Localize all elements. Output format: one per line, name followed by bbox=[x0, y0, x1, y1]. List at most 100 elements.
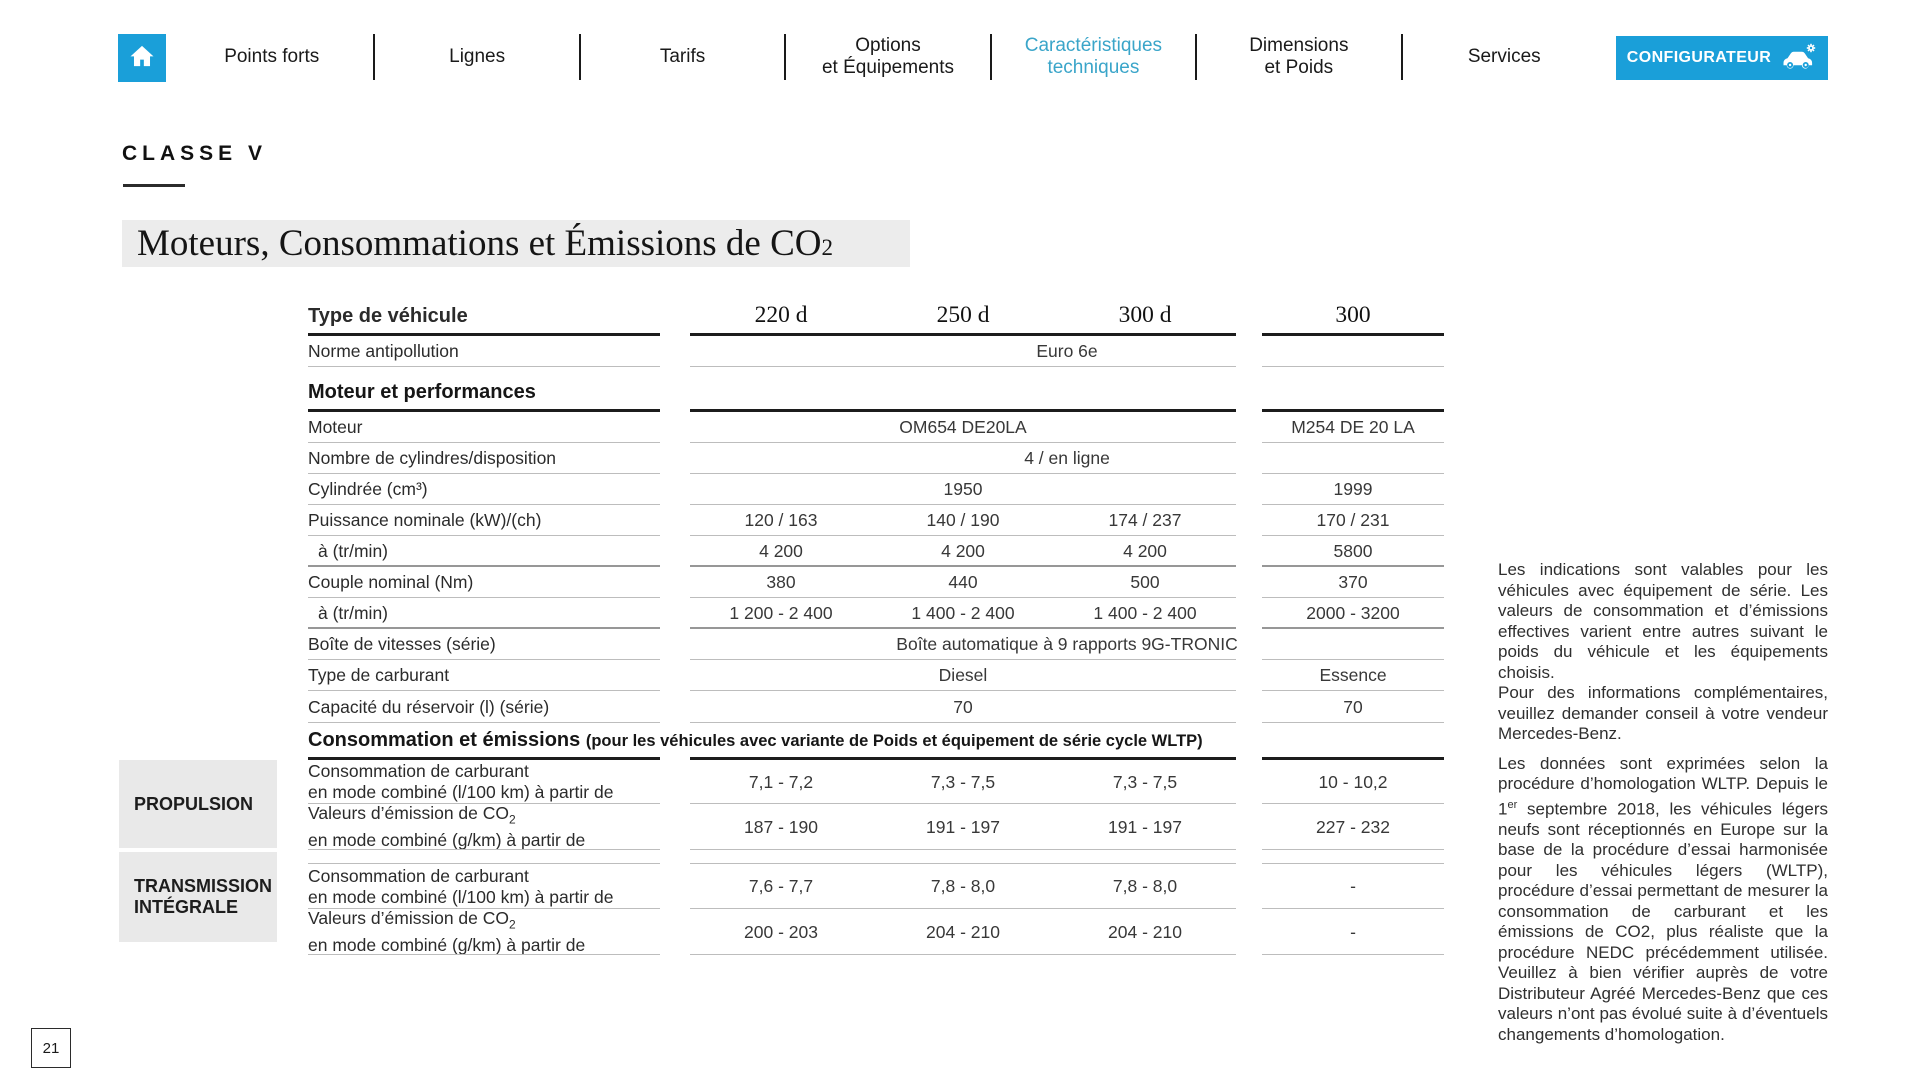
row-value: 120 / 163 bbox=[744, 510, 818, 530]
row-divider bbox=[1262, 863, 1444, 864]
row-value: - bbox=[1350, 921, 1356, 942]
row-value: 227 - 232 bbox=[1316, 816, 1390, 837]
table-row-propulsion-co2: Valeurs d’émission de CO2 en mode combiné… bbox=[308, 803, 1444, 850]
row-divider bbox=[1262, 803, 1444, 804]
row-value-petrol: 70 bbox=[1343, 696, 1363, 717]
table-row-couple: Couple nominal (Nm) 380 440 500 370 bbox=[308, 567, 1444, 598]
home-button[interactable] bbox=[118, 34, 166, 82]
disclaimer-paragraph: Les indications sont valables pour les v… bbox=[1498, 560, 1828, 682]
row-label: Cylindrée (cm³) bbox=[308, 479, 428, 499]
row-label: Valeurs d’émission de CO2 en mode combiné… bbox=[308, 907, 586, 956]
table-row-reservoir: Capacité du réservoir (l) (série) 70 70 bbox=[308, 691, 1444, 723]
nav-label: techniques bbox=[1047, 57, 1140, 78]
table-row-norme: Norme antipollution Euro 6e bbox=[308, 336, 1444, 367]
row-divider bbox=[1262, 535, 1444, 536]
row-label: Nombre de cylindres/disposition bbox=[308, 448, 557, 468]
disclaimer-paragraph: Les données sont exprimées selon la proc… bbox=[1498, 753, 1828, 1044]
row-divider bbox=[308, 908, 660, 909]
row-divider bbox=[690, 627, 1236, 629]
row-divider bbox=[690, 863, 1236, 864]
row-label: Boîte de vitesses (série) bbox=[308, 634, 496, 654]
row-divider bbox=[1262, 504, 1444, 505]
table-row-integrale-co2: Valeurs d’émission de CO2 en mode combiné… bbox=[308, 907, 1444, 956]
row-value: 204 - 210 bbox=[926, 921, 1000, 942]
row-divider bbox=[1262, 908, 1444, 909]
row-value: 2000 - 3200 bbox=[1306, 603, 1400, 623]
column-header-type: Type de véhicule bbox=[308, 305, 468, 327]
table-row-cylindree: Cylindrée (cm³) 1950 1999 bbox=[308, 474, 1444, 505]
configurator-button[interactable]: CONFIGURATEUR bbox=[1616, 36, 1828, 80]
row-label: Consommation de carburant en mode combiné… bbox=[308, 865, 614, 907]
row-divider bbox=[690, 565, 1236, 567]
row-divider bbox=[690, 535, 1236, 536]
row-divider bbox=[308, 954, 660, 955]
row-value: 140 / 190 bbox=[926, 510, 1000, 530]
row-divider bbox=[308, 366, 660, 367]
row-divider bbox=[1262, 627, 1444, 629]
row-value-petrol: 1999 bbox=[1333, 479, 1373, 499]
row-divider bbox=[308, 333, 660, 336]
row-label: Couple nominal (Nm) bbox=[308, 572, 474, 592]
row-divider bbox=[1262, 690, 1444, 691]
row-value: 204 - 210 bbox=[1108, 921, 1182, 942]
section-divider bbox=[1262, 757, 1444, 760]
row-value: Euro 6e bbox=[1036, 341, 1098, 361]
nav-item-dimensions-poids[interactable]: Dimensions et Poids bbox=[1197, 35, 1400, 79]
row-value: 7,8 - 8,0 bbox=[930, 876, 996, 896]
legal-disclaimer: Les indications sont valables pour les v… bbox=[1498, 560, 1828, 1045]
nav-item-tarifs[interactable]: Tarifs bbox=[581, 46, 784, 68]
row-value-diesel: Diesel bbox=[938, 665, 988, 685]
nav-item-services[interactable]: Services bbox=[1403, 46, 1606, 68]
row-value: 1 200 - 2 400 bbox=[729, 603, 833, 623]
row-divider bbox=[308, 504, 660, 505]
row-value: 191 - 197 bbox=[926, 816, 1000, 837]
table-row-boite: Boîte de vitesses (série) Boîte automati… bbox=[308, 629, 1444, 660]
row-divider bbox=[308, 659, 660, 660]
co2-subscript: 2 bbox=[509, 917, 516, 932]
nav-item-options-equipements[interactable]: Options et Équipements bbox=[786, 35, 989, 79]
ordinal-superscript: er bbox=[1507, 798, 1518, 811]
row-value: 7,3 - 7,5 bbox=[930, 771, 996, 792]
row-divider bbox=[690, 803, 1236, 804]
row-divider bbox=[308, 535, 660, 536]
configurator-label: CONFIGURATEUR bbox=[1626, 49, 1772, 66]
row-divider bbox=[690, 366, 1236, 367]
row-divider bbox=[1262, 366, 1444, 367]
row-value: 7,3 - 7,5 bbox=[1112, 771, 1178, 792]
row-label: à (tr/min) bbox=[318, 541, 388, 561]
row-divider bbox=[308, 597, 660, 598]
row-divider bbox=[690, 442, 1236, 443]
nav-item-caracteristiques-techniques[interactable]: Caractéristiques techniques bbox=[992, 35, 1195, 79]
row-value: - bbox=[1350, 876, 1356, 896]
row-divider bbox=[690, 849, 1236, 850]
nav-divider bbox=[1400, 34, 1403, 80]
page-number: 21 bbox=[31, 1028, 71, 1068]
section-divider bbox=[1262, 409, 1444, 412]
row-value: 1 400 - 2 400 bbox=[1093, 603, 1197, 623]
section-divider bbox=[308, 409, 660, 412]
nav-label: Points forts bbox=[224, 46, 320, 67]
nav-divider bbox=[989, 34, 992, 80]
nav-item-points-forts[interactable]: Points forts bbox=[170, 46, 373, 68]
nav-label: et Poids bbox=[1264, 57, 1334, 78]
row-value: 4 200 bbox=[941, 541, 985, 561]
section-row-engine: Moteur et performances bbox=[308, 367, 1444, 412]
row-value: 170 / 231 bbox=[1316, 510, 1390, 530]
nav-label: Tarifs bbox=[659, 46, 706, 67]
row-divider bbox=[308, 565, 660, 567]
table-row-propulsion-conso: Consommation de carburant en mode combiné… bbox=[308, 760, 1444, 804]
row-value-petrol: M254 DE 20 LA bbox=[1291, 417, 1415, 437]
disclaimer-paragraph: Pour des informations complémentaires, v… bbox=[1498, 683, 1828, 743]
row-value-diesel: 1950 bbox=[943, 479, 983, 499]
table-row-puissance-regime: à (tr/min) 4 200 4 200 4 200 5800 bbox=[308, 536, 1444, 567]
nav-item-lignes[interactable]: Lignes bbox=[375, 46, 578, 68]
row-value-diesel: 70 bbox=[953, 696, 973, 717]
row-divider bbox=[308, 690, 660, 691]
row-divider bbox=[308, 849, 660, 850]
column-header-220d: 220 d bbox=[754, 302, 808, 328]
row-value: 380 bbox=[766, 572, 796, 592]
section-row-consommation: Consommation et émissions (pour les véhi… bbox=[308, 723, 1444, 760]
section-title: Consommation et émissions (pour les véhi… bbox=[308, 729, 1203, 751]
nav-divider bbox=[373, 34, 376, 80]
